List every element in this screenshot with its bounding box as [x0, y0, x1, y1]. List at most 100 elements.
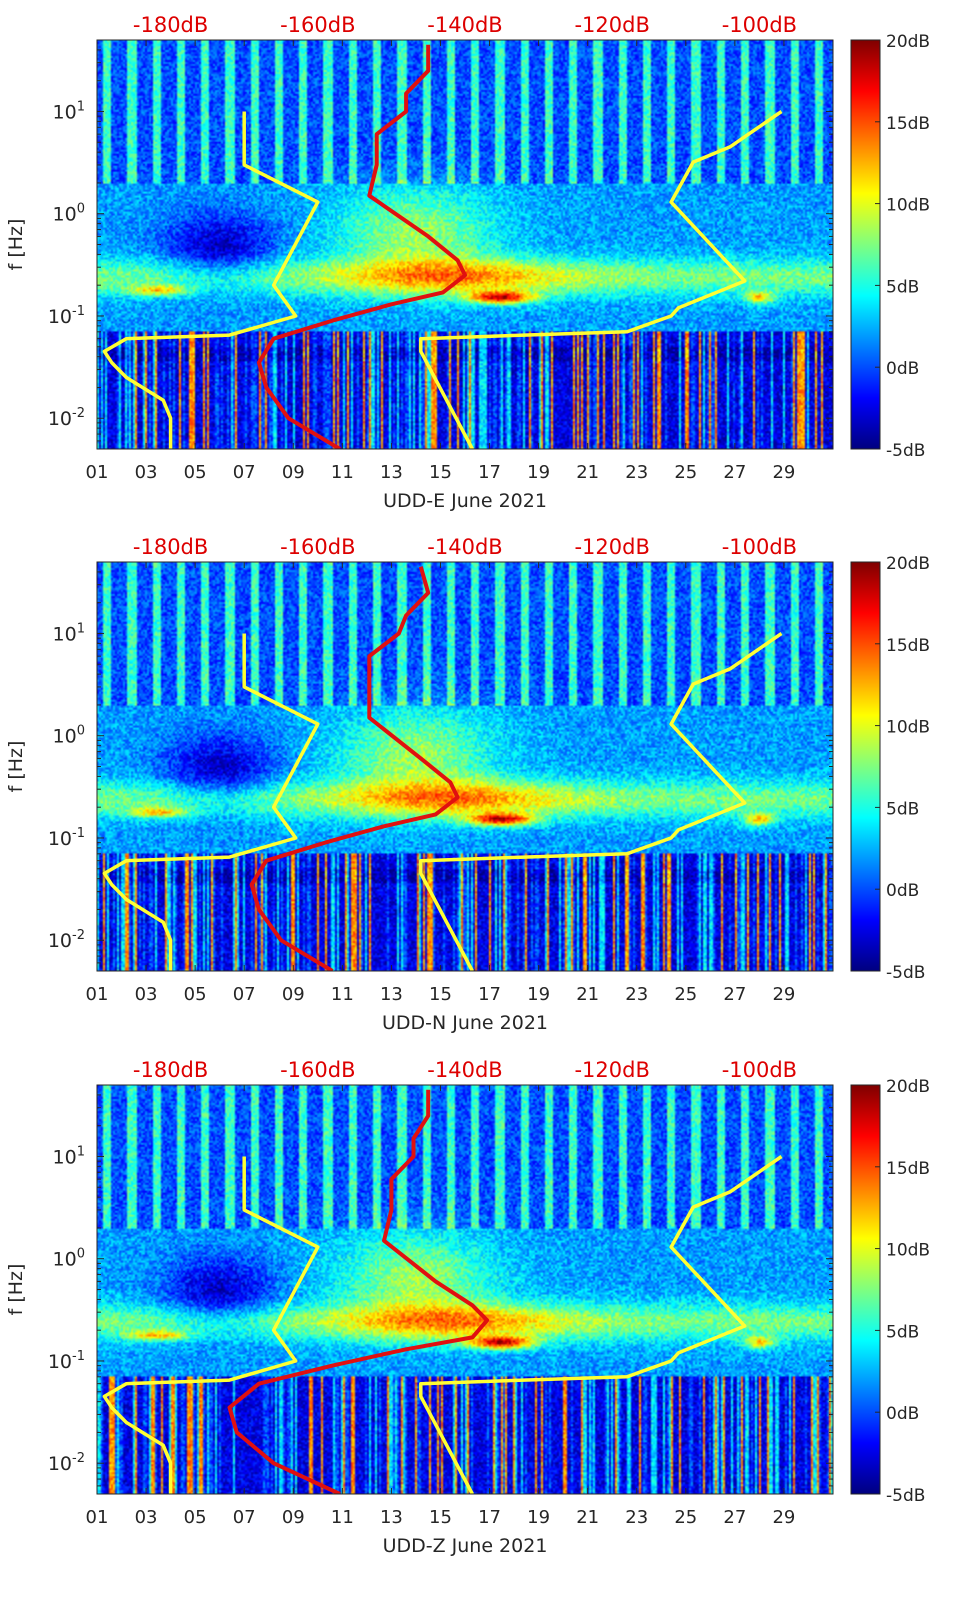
colorbar-tick-label: 0dB [886, 359, 919, 379]
x-tick-label: 05 [184, 462, 207, 483]
colorbar-tick-label: 15dB [886, 1159, 930, 1179]
high-noise-model-curve [419, 632, 783, 971]
median-psd-curve [249, 566, 460, 971]
x-axis-label: UDD-E June 2021 [383, 490, 547, 512]
x-tick-label: 21 [576, 462, 599, 483]
x-tick-label: 21 [576, 1507, 599, 1528]
y-tick-label: 10-2 [48, 1451, 85, 1475]
x-tick-label: 01 [86, 462, 109, 483]
y-tick-label: 10-2 [48, 406, 85, 430]
x-tick-label: 29 [772, 1507, 795, 1528]
top-axis-tick-label: -160dB [280, 1058, 355, 1082]
x-tick-label: 25 [674, 462, 697, 483]
panel-0: 01 03 05 07 09 11 13 15 17 19 21 23 25 27 29 UDD-E June… [5, 13, 930, 512]
high-noise-model-curve [419, 110, 783, 449]
top-axis-tick-label: -160dB [280, 535, 355, 559]
y-axis-label: f [Hz] [5, 219, 27, 271]
x-tick-label: 09 [282, 462, 305, 483]
top-axis-tick-label: -100dB [722, 535, 797, 559]
panel-1: 01 03 05 07 09 11 13 15 17 19 21 23 25 27 29 UDD-N June… [5, 535, 930, 1034]
x-tick-label: 15 [429, 984, 452, 1005]
colorbar-tick-label: 0dB [886, 1404, 919, 1424]
x-tick-label: 27 [723, 462, 746, 483]
colorbar-tick-label: 10dB [886, 1241, 930, 1261]
colorbar-tick-label: -5dB [886, 963, 925, 983]
top-axis-tick-label: -120dB [574, 1058, 649, 1082]
low-noise-model-curve [102, 111, 320, 449]
x-tick-label: 11 [331, 1507, 354, 1528]
top-axis-tick-label: -100dB [722, 1058, 797, 1082]
x-tick-label: 05 [184, 984, 207, 1005]
spectrogram-image [97, 1085, 833, 1494]
colorbar-tick-label: 5dB [886, 799, 919, 819]
x-tick-label: 11 [331, 984, 354, 1005]
top-axis-tick-label: -180dB [133, 13, 208, 37]
y-tick-label: 100 [53, 202, 85, 226]
x-tick-label: 25 [674, 984, 697, 1005]
top-axis-tick-label: -120dB [574, 13, 649, 37]
x-tick-label: 03 [135, 462, 158, 483]
x-tick-label: 13 [380, 462, 403, 483]
top-axis-tick-label: -140dB [427, 13, 502, 37]
y-tick-label: 10-1 [48, 826, 85, 850]
x-tick-label: 09 [282, 984, 305, 1005]
y-tick-label: 10-2 [48, 928, 85, 952]
spectrogram-image [97, 562, 833, 971]
x-tick-label: 17 [478, 984, 501, 1005]
spectrogram-image [97, 40, 833, 449]
low-noise-model-curve [102, 633, 320, 971]
x-tick-label: 03 [135, 984, 158, 1005]
top-axis-tick-label: -180dB [133, 535, 208, 559]
y-tick-label: 10-1 [48, 304, 85, 328]
x-tick-label: 23 [625, 1507, 648, 1528]
x-tick-label: 03 [135, 1507, 158, 1528]
colorbar [850, 1084, 881, 1495]
x-tick-label: 13 [380, 1507, 403, 1528]
top-axis-tick-label: -140dB [427, 535, 502, 559]
y-axis-label: f [Hz] [5, 741, 27, 793]
x-tick-label: 01 [86, 1507, 109, 1528]
colorbar-tick-label: 5dB [886, 1322, 919, 1342]
colorbar-tick-label: 20dB [886, 554, 930, 574]
y-tick-label: 101 [53, 99, 85, 123]
x-tick-label: 13 [380, 984, 403, 1005]
y-tick-label: 101 [53, 621, 85, 645]
colorbar [850, 39, 881, 450]
x-axis-label: UDD-N June 2021 [382, 1012, 548, 1034]
x-tick-label: 11 [331, 462, 354, 483]
x-axis-label: UDD-Z June 2021 [383, 1535, 548, 1557]
colorbar-tick-label: 20dB [886, 32, 930, 52]
x-tick-label: 29 [772, 984, 795, 1005]
x-tick-label: 07 [233, 1507, 256, 1528]
top-axis-tick-label: -160dB [280, 13, 355, 37]
x-tick-label: 23 [625, 984, 648, 1005]
x-tick-label: 09 [282, 1507, 305, 1528]
x-tick-label: 01 [86, 984, 109, 1005]
colorbar-tick-label: 15dB [886, 636, 930, 656]
x-tick-label: 25 [674, 1507, 697, 1528]
x-tick-label: 17 [478, 1507, 501, 1528]
x-tick-label: 29 [772, 462, 795, 483]
high-noise-model-curve [419, 1155, 783, 1494]
top-axis-tick-label: -180dB [133, 1058, 208, 1082]
x-tick-label: 17 [478, 462, 501, 483]
colorbar-tick-label: -5dB [886, 1486, 925, 1506]
x-tick-label: 07 [233, 984, 256, 1005]
y-tick-label: 100 [53, 724, 85, 748]
x-tick-label: 15 [429, 1507, 452, 1528]
y-tick-label: 10-1 [48, 1349, 85, 1373]
panel-2: 01 03 05 07 09 11 13 15 17 19 21 23 25 27 29 UDD-Z June… [5, 1058, 930, 1557]
y-axis-label: f [Hz] [5, 1264, 27, 1316]
colorbar-tick-label: 10dB [886, 718, 930, 738]
x-tick-label: 19 [527, 1507, 550, 1528]
colorbar-tick-label: -5dB [886, 441, 925, 461]
x-tick-label: 07 [233, 462, 256, 483]
colorbar-tick-label: 15dB [886, 114, 930, 134]
median-psd-curve [256, 44, 467, 449]
low-noise-model-curve [102, 1156, 320, 1494]
x-tick-label: 05 [184, 1507, 207, 1528]
colorbar-tick-label: 20dB [886, 1077, 930, 1097]
top-axis-tick-label: -140dB [427, 1058, 502, 1082]
x-tick-label: 21 [576, 984, 599, 1005]
